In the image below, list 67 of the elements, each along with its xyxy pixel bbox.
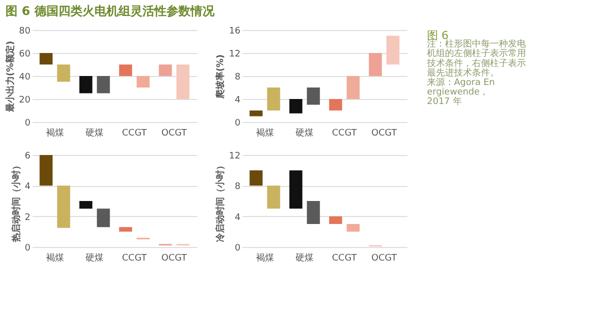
x-tick-label: CCGT	[122, 128, 148, 138]
x-tick-label: 硬煤	[296, 128, 314, 138]
bar	[250, 170, 263, 186]
y-tick-label: 4	[24, 182, 31, 192]
x-tick-label: CCGT	[122, 254, 148, 264]
y-axis-title: 冷启动时间（小时）	[215, 161, 226, 242]
y-tick-label: 8	[234, 182, 241, 192]
source-note: 来源：Agora Energiewende，2017 年	[427, 76, 495, 108]
y-tick-label: 0	[24, 244, 31, 254]
bar	[79, 76, 92, 94]
bar	[386, 36, 400, 64]
x-tick-label: 硬煤	[86, 252, 104, 264]
y-tick-label: 4	[234, 96, 241, 106]
y-tick-label: 12	[229, 50, 240, 60]
y-tick-label: 12	[229, 152, 240, 162]
bar	[176, 64, 190, 99]
bar	[306, 201, 320, 224]
bar	[289, 170, 302, 209]
y-tick-label: 8	[234, 72, 241, 82]
y-tick-label: 20	[19, 96, 31, 106]
bar	[267, 88, 280, 110]
y-tick-label: 2	[24, 212, 30, 223]
bar	[329, 216, 342, 224]
bar	[40, 53, 53, 64]
y-tick-label: 16	[229, 26, 241, 36]
y-tick-label: 0	[24, 118, 31, 128]
x-tick-label: CCGT	[332, 128, 358, 138]
bar	[346, 224, 360, 232]
y-tick-label: 6	[24, 152, 31, 162]
bar	[306, 88, 320, 105]
x-tick-label: 褐煤	[46, 128, 64, 138]
bar	[40, 155, 53, 186]
y-axis-title: 爬坡率(%)	[215, 54, 226, 100]
bar	[158, 64, 172, 76]
x-tick-label: OCGT	[161, 254, 188, 264]
y-tick-label: 0	[234, 244, 241, 254]
chart-title: 图 6 德国四类火电机组灵活性参数情况	[6, 4, 216, 18]
bar	[346, 76, 360, 99]
x-tick-label: OCGT	[371, 128, 398, 138]
bar	[79, 201, 92, 209]
bar	[289, 99, 302, 114]
y-axis-title: 最小出力(%额定)	[5, 40, 16, 114]
bar	[57, 186, 70, 228]
x-tick-label: OCGT	[371, 254, 398, 264]
x-tick-label: 硬煤	[296, 252, 314, 264]
bar	[329, 99, 342, 110]
x-tick-label: 褐煤	[46, 252, 64, 264]
x-tick-label: OCGT	[161, 128, 188, 138]
y-tick-label: 0	[234, 118, 241, 128]
x-tick-label: 褐煤	[256, 252, 274, 264]
y-tick-label: 80	[19, 26, 31, 36]
bar	[368, 53, 382, 76]
y-axis-title: 热启动时间（小时）	[10, 161, 22, 243]
y-tick-label: 4	[234, 212, 241, 223]
bar	[136, 76, 150, 88]
bar	[250, 110, 263, 116]
x-tick-label: CCGT	[332, 254, 358, 264]
y-tick-label: 60	[19, 50, 31, 60]
x-tick-label: 褐煤	[256, 128, 274, 138]
bar	[267, 186, 280, 209]
bar	[96, 208, 110, 228]
bar	[57, 64, 70, 82]
x-tick-label: 硬煤	[86, 128, 104, 138]
bar	[96, 76, 110, 94]
y-tick-label: 40	[19, 72, 31, 82]
bar	[119, 227, 132, 232]
bar	[119, 64, 132, 76]
